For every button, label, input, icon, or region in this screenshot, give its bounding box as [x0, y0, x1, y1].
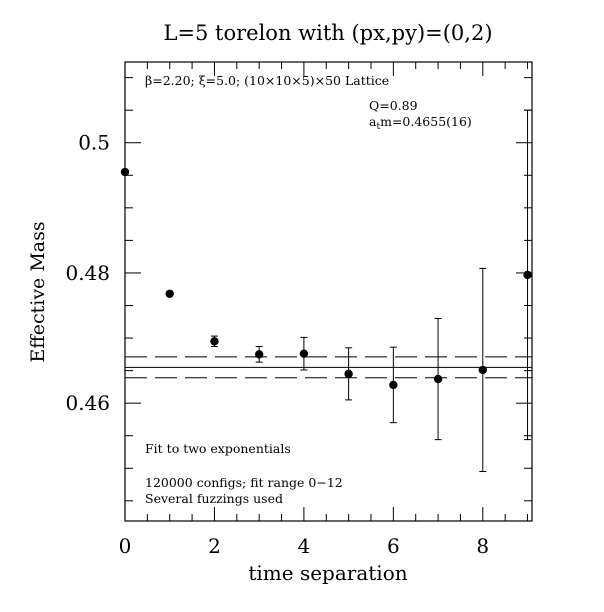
annotation-configs: 120000 configs; fit range 0−12	[145, 475, 343, 490]
data-point	[120, 167, 130, 177]
axis-ticks	[124, 62, 532, 521]
fit-band	[125, 356, 532, 379]
plot-frame	[124, 61, 533, 522]
x-tick-label: 8	[476, 534, 489, 558]
data-point	[478, 365, 488, 375]
data-point	[523, 270, 532, 280]
data-point	[433, 374, 443, 384]
data-point	[165, 289, 174, 298]
y-tick-label: 0.46	[65, 391, 110, 415]
data-points	[120, 109, 532, 473]
annotation-mass-value: m=0.4655(16)	[380, 114, 472, 129]
data-point	[299, 349, 309, 358]
annotation-mass: atm=0.4655(16)	[369, 114, 472, 132]
annotation-mass-prefix: a	[369, 114, 377, 129]
annotation-fit-note: Fit to two exponentials	[145, 441, 291, 456]
y-tick-label: 0.5	[78, 131, 110, 155]
annotation-lattice: β=2.20; ξ=5.0; (10×10×5)×50 Lattice	[145, 73, 389, 88]
data-point	[344, 369, 353, 379]
annotation-mass-sub: t	[376, 122, 380, 132]
y-tick-label: 0.48	[65, 261, 110, 285]
data-point	[389, 380, 398, 390]
annotation-fuzzings: Several fuzzings used	[145, 491, 283, 506]
axis-tick-labels: 0 2 4 6 8 0.46 0.48 0.5	[65, 131, 489, 558]
x-tick-label: 2	[208, 534, 221, 558]
data-point	[210, 337, 219, 346]
x-tick-label: 0	[119, 534, 132, 558]
chart-title: L=5 torelon with (px,py)=(0,2)	[163, 21, 492, 45]
y-axis-label: Effective Mass	[27, 221, 49, 362]
x-axis-label: time separation	[248, 561, 407, 585]
annotation-q-value: Q=0.89	[369, 98, 418, 113]
x-tick-label: 6	[387, 534, 400, 558]
x-tick-label: 4	[298, 534, 311, 558]
data-point	[254, 350, 264, 359]
